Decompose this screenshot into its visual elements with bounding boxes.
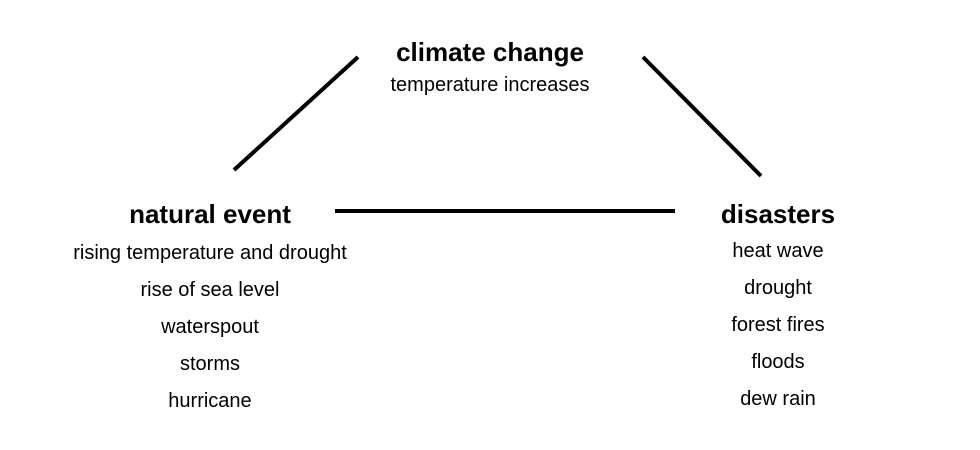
- disasters-item: heat wave: [732, 240, 824, 262]
- natural-event-item: rise of sea level: [140, 279, 280, 301]
- natural-event-item: storms: [180, 353, 240, 375]
- natural-event-node: natural event rising temperature and dro…: [40, 199, 380, 420]
- disasters-item: forest fires: [731, 314, 825, 336]
- connector-climate-to-disasters: [641, 55, 763, 178]
- natural-event-item: waterspout: [161, 316, 259, 338]
- disasters-item: floods: [751, 351, 805, 373]
- disasters-title: disasters: [720, 199, 836, 229]
- natural-event-item: rising temperature and drought: [73, 242, 347, 264]
- climate-change-title: climate change: [396, 37, 584, 67]
- disasters-item: dew rain: [740, 388, 816, 410]
- disasters-node: disasters heat wave drought forest fires…: [688, 199, 868, 418]
- disasters-list: heat wave drought forest fires floods de…: [688, 233, 868, 418]
- natural-event-title: natural event: [129, 199, 291, 229]
- natural-event-list: rising temperature and drought rise of s…: [40, 235, 380, 420]
- climate-change-subtitle: temperature increases: [390, 74, 590, 96]
- connector-natural-to-climate: [232, 55, 360, 172]
- natural-event-item: hurricane: [168, 390, 252, 412]
- disasters-item: drought: [744, 277, 812, 299]
- climate-change-node: climate change temperature increases: [370, 37, 610, 97]
